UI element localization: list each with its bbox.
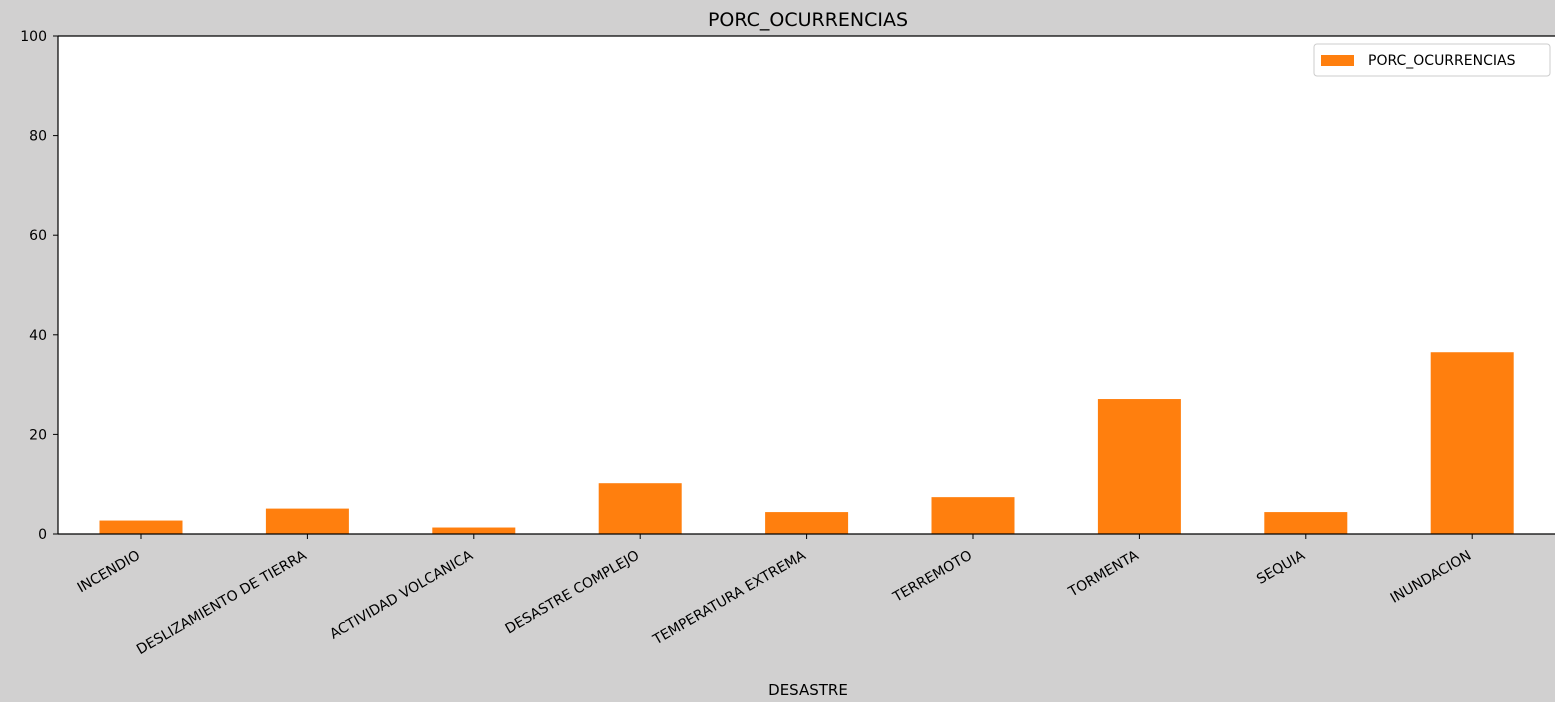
chart-title: PORC_OCURRENCIAS: [708, 9, 908, 31]
x-tick-label: DESLIZAMIENTO DE TIERRA: [134, 547, 310, 658]
x-tick-label: SEQUIA: [1254, 547, 1308, 587]
y-tick-label: 40: [29, 328, 47, 344]
x-tick-label: DESASTRE COMPLEJO: [503, 548, 643, 638]
bar-series: [99, 352, 1514, 534]
bar-incendio: [99, 520, 183, 534]
y-tick-label: 100: [20, 29, 47, 45]
x-tick-label: INUNDACION: [1388, 548, 1474, 607]
bar-actividad-volcanica: [432, 527, 516, 534]
plot-area: [58, 36, 1555, 534]
legend: PORC_OCURRENCIAS: [1313, 43, 1551, 77]
y-tick-label: 60: [29, 228, 47, 244]
legend-box: [1313, 43, 1551, 77]
x-tick-label: TERREMOTO: [890, 548, 975, 607]
bar-desastre-complejo: [598, 483, 682, 534]
x-tick-label: INCENDIO: [75, 548, 143, 597]
y-axis-ticks: 0 20 40 60 80 100: [20, 29, 58, 543]
y-tick-label: 20: [29, 427, 47, 443]
bar-tormenta: [1097, 399, 1181, 534]
x-tick-label: ACTIVIDAD VOLCANICA: [327, 547, 476, 642]
bar-terremoto: [931, 497, 1015, 534]
bar-sequia: [1264, 512, 1348, 534]
bar-temperatura-extrema: [765, 512, 849, 534]
legend-swatch: [1321, 55, 1354, 66]
x-tick-label: TORMENTA: [1065, 547, 1142, 600]
bar-deslizamiento-de-tierra: [265, 508, 349, 534]
bar-inundacion: [1430, 352, 1514, 534]
x-tick-label: TEMPERATURA EXTREMA: [650, 547, 809, 648]
x-axis-label: DESASTRE: [768, 681, 848, 699]
y-tick-label: 0: [38, 527, 47, 543]
y-tick-label: 80: [29, 129, 47, 145]
legend-label: PORC_OCURRENCIAS: [1368, 53, 1516, 69]
